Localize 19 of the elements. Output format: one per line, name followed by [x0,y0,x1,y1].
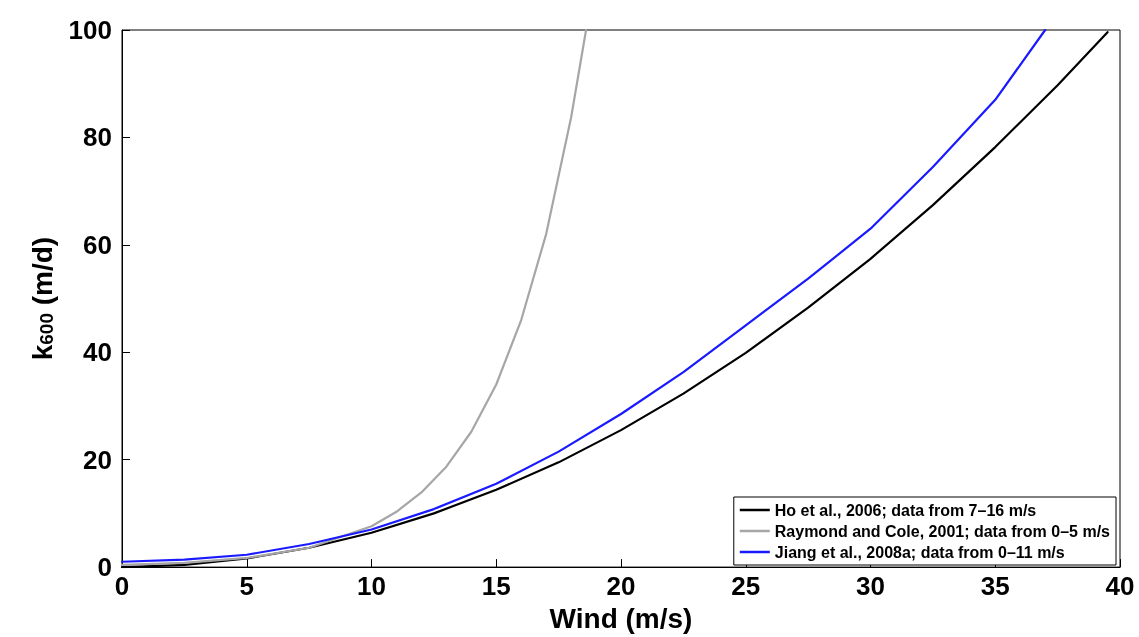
x-tick-label: 25 [731,571,761,602]
y-axis-title: k600 (m/d) [26,236,58,361]
x-axis-title: Wind (m/s) [549,602,693,634]
y-tick-label: 60 [83,229,112,260]
x-tick-label: 30 [856,571,885,602]
y-tick-label: 20 [83,444,112,475]
x-tick-label: 35 [980,571,1010,602]
y-tick-label: 80 [83,122,112,153]
y-tick-label: 100 [68,15,112,45]
y-tick-label: 0 [97,552,112,583]
x-tick-label: 15 [481,571,511,602]
legend-label: Raymond and Cole, 2001; data from 0–5 m/s [774,522,1111,540]
x-tick-label: 40 [1105,571,1135,602]
x-tick-label: 5 [239,571,254,602]
legend-label: Ho et al., 2006; data from 7–16 m/s [774,501,1037,519]
x-tick-label: 10 [357,571,386,602]
x-tick-label: 20 [606,571,636,602]
y-tick-label: 40 [83,337,112,368]
legend-label: Jiang et al., 2008a; data from 0–11 m/s [774,543,1065,561]
